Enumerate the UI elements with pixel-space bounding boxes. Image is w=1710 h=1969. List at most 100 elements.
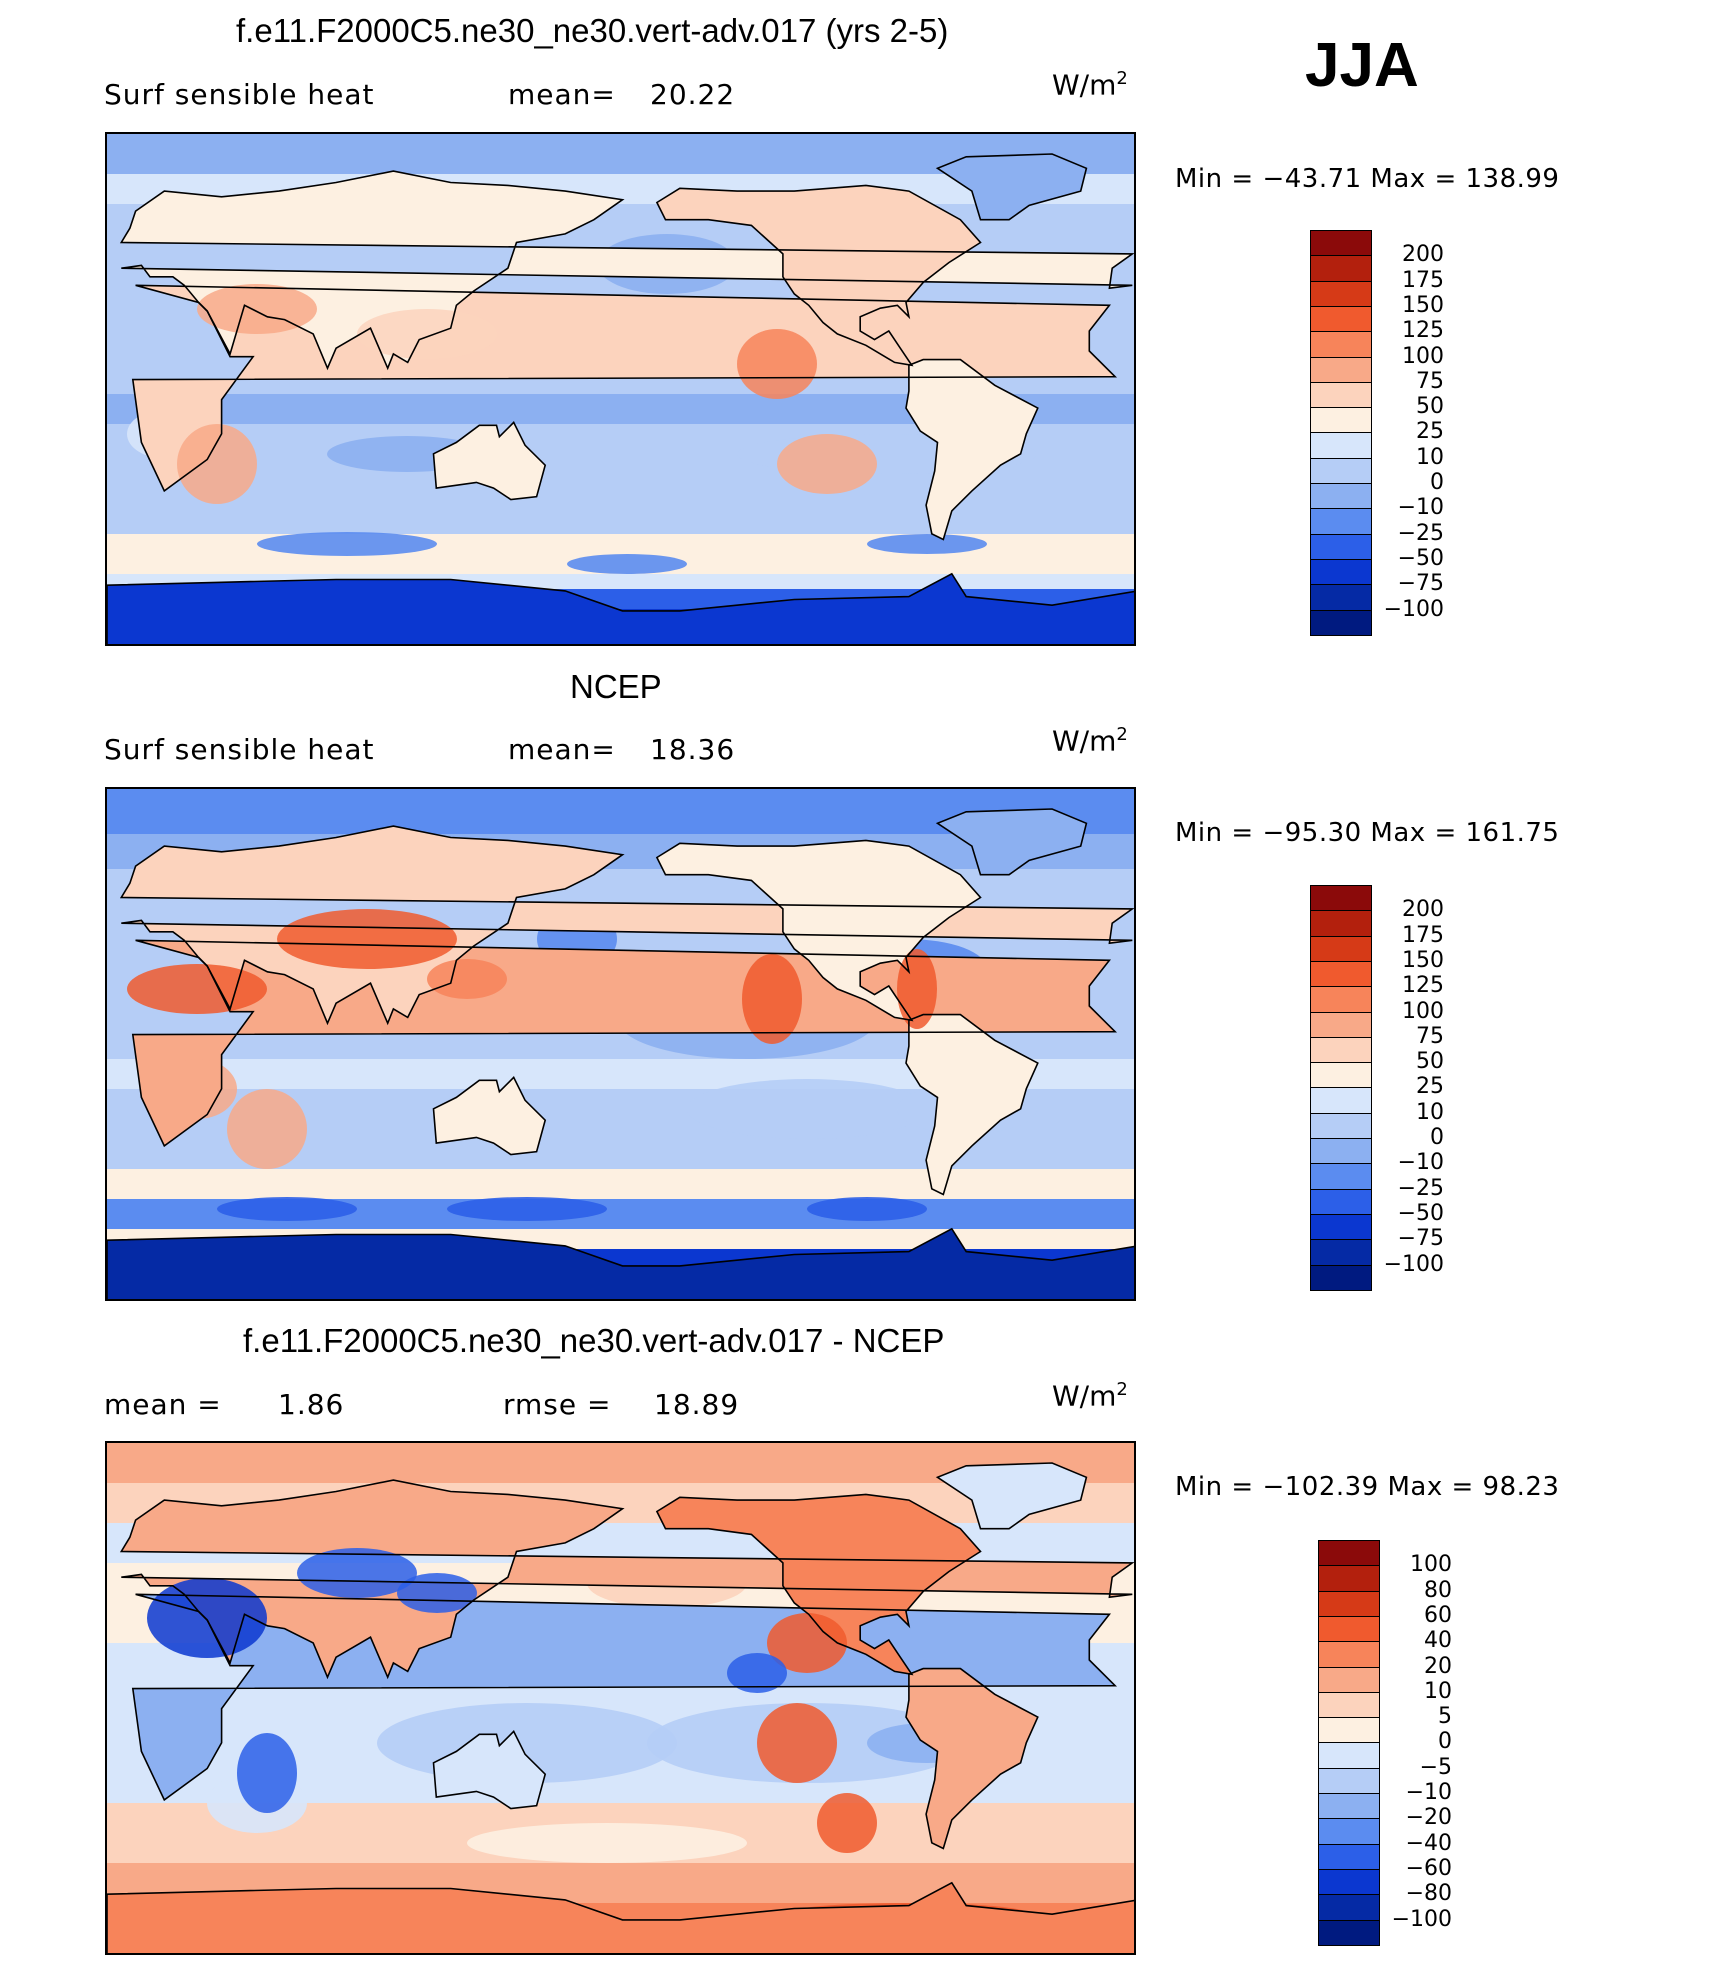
land-anomaly [237,1733,297,1813]
colorbar-swatch [1310,508,1372,536]
colorbar-level-label: 0 [1430,1125,1444,1150]
panel-3-map-field [107,1443,1134,1953]
colorbar-level-label: 0 [1438,1729,1452,1755]
land-samerica [906,1668,1038,1849]
land-anomaly [777,434,877,494]
colorbar-swatch [1318,1666,1380,1694]
colorbar-level-label: 150 [1402,947,1444,973]
ocean-anomaly [807,1197,927,1221]
colorbar-swatch [1310,1062,1372,1089]
colorbar-level-label: −25 [1397,1175,1444,1201]
panel-2-minmax: Min = −95.30 Max = 161.75 [1175,818,1560,848]
colorbar-level-label: −75 [1397,571,1444,597]
colorbar-level-label: −80 [1405,1881,1452,1907]
colorbar-level-label: 0 [1430,470,1444,495]
land-anomaly [227,1089,307,1169]
colorbar-swatch [1318,1590,1380,1618]
coastline-antarctica [107,572,1134,644]
coastline-greenland [935,1462,1088,1530]
ocean-anomaly [567,554,687,574]
colorbar-level-label: 125 [1402,973,1444,999]
colorbar-level-label: 125 [1402,318,1444,344]
land-samerica [906,1014,1038,1195]
panel-1-minmax: Min = −43.71 Max = 138.99 [1175,164,1560,194]
colorbar-level-label: −100 [1383,1251,1444,1277]
land-anomaly [297,1548,417,1598]
colorbar-swatch [1310,381,1372,409]
ocean-anomaly [257,532,437,556]
coastline-samerica [905,1667,1039,1850]
colorbar-swatch [1310,407,1372,434]
panel-2-units: W/m2 [1052,724,1128,758]
panel-3-map [105,1441,1136,1955]
colorbar-level-label: 20 [1424,1653,1452,1679]
panel-3-title: f.e11.F2000C5.ne30_ne30.vert-adv.017 - N… [243,1322,945,1359]
land-australia [433,1077,546,1155]
land-anomaly [767,1613,847,1673]
land-anomaly [427,959,507,999]
colorbar-level-label: 25 [1416,419,1444,445]
colorbar-level-label: 175 [1402,922,1444,948]
land-antarctica [107,1228,1134,1299]
colorbar-level-label: −60 [1405,1855,1452,1881]
land-antarctica [107,573,1134,644]
colorbar-level-label: 10 [1416,1099,1444,1125]
colorbar-swatch [1318,1717,1380,1744]
colorbar-swatch [1318,1793,1380,1820]
colorbar-swatch [1310,986,1372,1013]
colorbar-level-label: 75 [1416,368,1444,394]
colorbar-swatch [1310,1112,1372,1140]
land-namerica [656,185,981,366]
panel-2-map-field [107,789,1134,1299]
coastline-australia [432,1076,547,1156]
colorbar-swatch [1310,609,1372,637]
colorbar-swatch [1310,1163,1372,1191]
colorbar-swatch [1318,1767,1380,1795]
land-eurasia [121,826,1133,1024]
colorbar-swatch [1310,432,1372,460]
panel-1-title: f.e11.F2000C5.ne30_ne30.vert-adv.017 (yr… [236,12,949,49]
colorbar-swatch [1310,935,1372,963]
colorbar-swatch [1310,1213,1372,1241]
colorbar-swatch [1318,1843,1380,1871]
season-label: JJA [1305,31,1419,100]
land-antarctica [107,1882,1134,1953]
land-namerica [656,840,981,1021]
colorbar-swatch [1310,1264,1372,1292]
colorbar-level-label: 200 [1402,897,1444,923]
colorbar-swatch [1310,457,1372,485]
colorbar-level-label: 100 [1402,998,1444,1024]
colorbar-swatch [1310,230,1372,257]
panel-2-mean-value: 18.36 [650,733,736,766]
land-anomaly [147,1578,267,1658]
colorbar-level-label: −50 [1397,1200,1444,1226]
coastline-antarctica [107,1227,1134,1299]
land-greenland [937,1463,1087,1529]
colorbar-level-label: 5 [1438,1704,1452,1730]
colorbar-level-label: −50 [1397,545,1444,571]
panel-1-variable-label: Surf sensible heat [104,78,375,111]
land-anomaly [127,964,267,1014]
panel-2-variable-label: Surf sensible heat [104,733,375,766]
coastline-greenland [935,808,1088,876]
panel-1-map-field [107,134,1134,644]
colorbar-swatch [1310,1138,1372,1165]
colorbar-level-label: 150 [1402,292,1444,318]
colorbar-swatch [1310,558,1372,586]
panel-3-mean-value: 1.86 [278,1388,345,1421]
colorbar-level-label: −10 [1397,1150,1444,1176]
land-greenland [937,154,1087,220]
colorbar-level-label: 50 [1416,394,1444,420]
panel-3-rmse-label: rmse = [503,1388,612,1421]
latitude-band [107,1169,1134,1199]
colorbar-swatch [1318,1919,1380,1947]
panel-3-minmax: Min = −102.39 Max = 98.23 [1175,1472,1560,1502]
colorbar-swatch [1310,280,1372,308]
coastline-namerica [655,184,982,367]
panel-2-title: NCEP [570,668,662,705]
colorbar-level-label: −75 [1397,1226,1444,1252]
colorbar-swatch [1318,1615,1380,1643]
colorbar-level-label: 80 [1424,1577,1452,1603]
land-anomaly [277,909,457,969]
coastline-australia [432,1730,547,1810]
